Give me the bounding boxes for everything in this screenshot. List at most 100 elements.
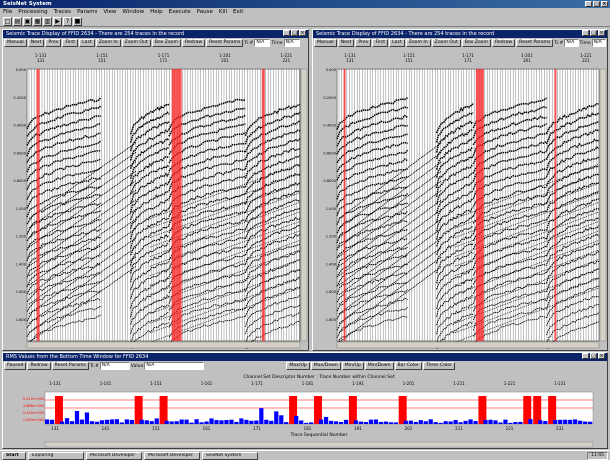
- rms-bottom-tick-label: 171: [253, 426, 261, 431]
- rms-bar: [343, 419, 349, 424]
- rms-bar: [483, 419, 488, 424]
- open-icon[interactable]: ▤: [13, 16, 22, 26]
- right-time-field[interactable]: N/A: [591, 39, 606, 47]
- right-last-button[interactable]: Last: [389, 39, 405, 47]
- rms-bar: [578, 420, 583, 424]
- menu-execute[interactable]: Execute: [168, 9, 191, 15]
- menu-traces[interactable]: Traces: [53, 9, 72, 15]
- stop-icon[interactable]: ■: [73, 16, 82, 26]
- menu-view[interactable]: View: [103, 9, 117, 15]
- left-plot-area: [26, 68, 301, 342]
- minimize-button[interactable]: _: [585, 1, 592, 7]
- rms-min-down-button[interactable]: Min/Down: [364, 362, 394, 370]
- right-next-button[interactable]: Next: [337, 39, 355, 47]
- rms-value-field[interactable]: N/A: [144, 362, 205, 370]
- left-zoom-in-button[interactable]: Zoom In: [95, 39, 121, 47]
- rms-bar: [234, 421, 239, 424]
- print-icon[interactable]: ▦: [33, 16, 42, 26]
- right-trace-field[interactable]: N/A: [564, 39, 579, 47]
- rms-horizontal-scrollbar: [44, 441, 594, 448]
- rms-bar: [144, 420, 149, 424]
- rms-bar: [224, 420, 229, 424]
- main-toolbar: □ ▤ ▣ ▦ ▥ ▶? ■: [0, 16, 610, 27]
- menu-exit[interactable]: Exit: [233, 9, 244, 15]
- rms-redraw-button[interactable]: Redraw: [27, 362, 51, 370]
- right-box-zoom-button[interactable]: Box Zoom: [461, 39, 491, 47]
- left-box-zoom-button[interactable]: Box Zoom: [151, 39, 181, 47]
- menu-file[interactable]: File: [3, 9, 13, 15]
- left-top-tick-label: 1-171: [158, 53, 170, 58]
- rms-panel-close-button[interactable]: ×: [598, 353, 605, 359]
- right-time-tick-label: 0.4000: [323, 124, 336, 128]
- rms-bar-color-button[interactable]: Bar Color: [394, 362, 422, 370]
- menu-window[interactable]: Window: [122, 9, 145, 15]
- rms-y-tick-label: 1.000e+000: [23, 418, 44, 422]
- rms-trace-label: Tr.#: [89, 363, 99, 369]
- rms-max-down-button[interactable]: Max/Down: [310, 362, 341, 370]
- taskbar-item-seisnet-system[interactable]: SeisNet System: [202, 451, 258, 460]
- rms-value-label: Value: [130, 363, 144, 369]
- rms-thres-color-button[interactable]: Thres Color: [422, 362, 455, 370]
- execute-icon[interactable]: ▶: [53, 16, 62, 26]
- left-trace-field[interactable]: N/A: [254, 39, 271, 47]
- rms-panel-minimize-button[interactable]: _: [582, 353, 589, 359]
- right-time-tick-label: 1.600: [326, 290, 337, 294]
- rms-bar-chart[interactable]: Channel Set Descriptor Number : Trace Nu…: [3, 372, 607, 449]
- right-panel-minimize-button[interactable]: _: [582, 30, 589, 36]
- left-prev-button[interactable]: Prev: [45, 39, 62, 47]
- right-redraw-button[interactable]: Redraw: [491, 39, 516, 47]
- menu-help[interactable]: Help: [150, 9, 163, 15]
- help-icon[interactable]: ?: [63, 16, 72, 26]
- taskbar-item-microsoft-developer[interactable]: Microsoft Developer: [86, 451, 142, 460]
- right-prev-button[interactable]: Prev: [355, 39, 372, 47]
- right-flagged-trace: [554, 69, 557, 341]
- right-zoom-out-button[interactable]: Zoom Out: [431, 39, 461, 47]
- right-time-tick-label: 1.200: [326, 235, 337, 239]
- rms-min-up-button[interactable]: Min/Up: [341, 362, 364, 370]
- menu-kill[interactable]: Kill: [218, 9, 228, 15]
- maximize-button[interactable]: □: [593, 1, 600, 7]
- rms-bar: [373, 419, 379, 424]
- menu-processing[interactable]: Processing: [18, 9, 48, 15]
- save-icon[interactable]: ▣: [23, 16, 32, 26]
- left-next-button[interactable]: Next: [27, 39, 45, 47]
- taskbar-item-microsoft-developer[interactable]: Microsoft Developer: [144, 451, 200, 460]
- right-reset-params-button[interactable]: Reset Params: [516, 39, 554, 47]
- right-panel-close-button[interactable]: ×: [598, 30, 605, 36]
- left-panel-minimize-button[interactable]: _: [283, 30, 290, 36]
- left-panel-maximize-button[interactable]: □: [291, 30, 298, 36]
- right-panel-maximize-button[interactable]: □: [590, 30, 597, 36]
- rms-bar: [508, 422, 513, 424]
- right-manual-button[interactable]: Manual: [314, 39, 337, 47]
- rms-max-up-button[interactable]: Max/Up: [286, 362, 310, 370]
- right-top-tick-label: 1-131: [344, 53, 356, 58]
- rms-panel-maximize-button[interactable]: □: [590, 353, 597, 359]
- new-icon[interactable]: □: [3, 16, 12, 26]
- rms-trace-field[interactable]: N/A: [99, 362, 130, 370]
- left-zoom-out-button[interactable]: Zoom Out: [121, 39, 151, 47]
- right-time-tick-label: 0.000: [326, 68, 337, 72]
- rms-paused-button[interactable]: Paused: [4, 362, 27, 370]
- rms-reset-params-button[interactable]: Reset Params: [51, 362, 89, 370]
- left-time-tick-label: 0.6000: [13, 151, 26, 155]
- rms-bar: [558, 419, 563, 424]
- rms-bar: [45, 419, 50, 424]
- left-last-button[interactable]: Last: [79, 39, 95, 47]
- left-first-button[interactable]: First: [62, 39, 79, 47]
- left-reset-params-button[interactable]: Reset Params: [206, 39, 244, 47]
- menu-pause[interactable]: Pause: [196, 9, 213, 15]
- left-time-field[interactable]: N/A: [283, 39, 300, 47]
- start-button[interactable]: Start: [2, 451, 26, 460]
- left-manual-button[interactable]: Manual: [4, 39, 27, 47]
- left-panel-close-button[interactable]: ×: [299, 30, 306, 36]
- taskbar-item-exploring[interactable]: Exploring: [28, 451, 84, 460]
- close-button[interactable]: ×: [601, 1, 608, 7]
- rms-bar: [269, 420, 274, 424]
- display-icon[interactable]: ▥: [43, 16, 52, 26]
- right-zoom-in-button[interactable]: Zoom In: [405, 39, 431, 47]
- menu-params[interactable]: Params: [77, 9, 98, 15]
- left-redraw-button[interactable]: Redraw: [181, 39, 206, 47]
- right-first-button[interactable]: First: [372, 39, 389, 47]
